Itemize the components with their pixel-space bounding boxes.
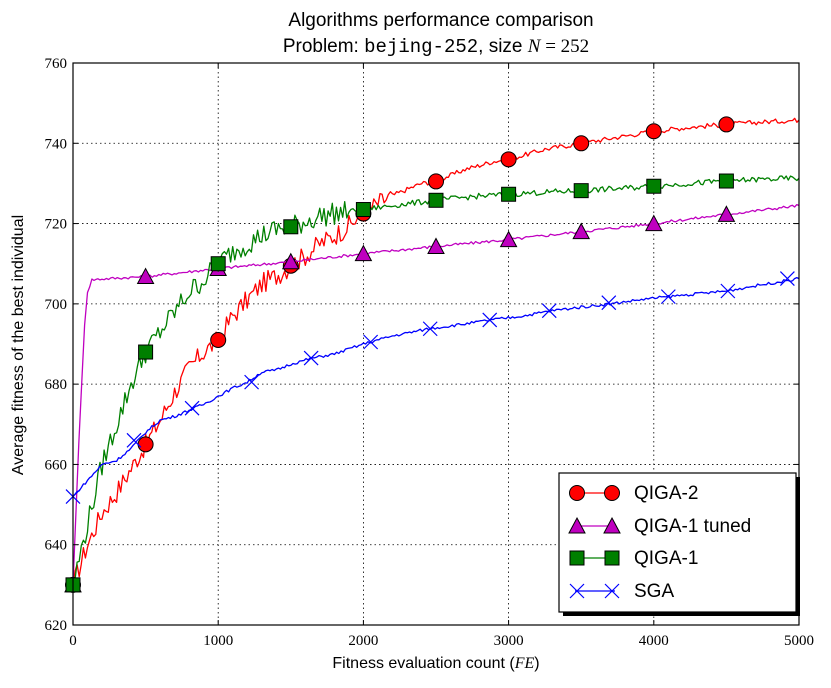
y-tick-label: 680 — [45, 377, 68, 393]
x-tick-label: 2000 — [348, 633, 378, 649]
marker-triangle — [717, 205, 736, 222]
x-axis-label: Fitness evaluation count (FE) — [332, 655, 539, 672]
marker-square — [138, 344, 154, 360]
marker-x — [303, 350, 319, 366]
series-sga — [65, 271, 800, 504]
marker-triangle — [136, 267, 155, 285]
legend: QIGA-2 QIGA-1 tuned QIGA-1 SGA — [558, 472, 800, 616]
marker-square — [355, 202, 371, 218]
chart-title-line1: Algorithms performance comparison — [288, 10, 593, 31]
marker-circle — [428, 173, 444, 190]
marker-circle — [500, 151, 517, 168]
chart-title-line2: Problem: bejing-252, size N = 252 — [283, 36, 589, 58]
marker-x — [363, 334, 379, 350]
marker-x — [422, 321, 438, 337]
marker-x — [601, 295, 617, 311]
marker-triangle — [568, 516, 586, 534]
y-tick-label: 720 — [45, 217, 68, 233]
marker-x — [184, 400, 200, 416]
marker-square — [210, 256, 226, 272]
marker-x — [126, 432, 142, 448]
marker-x — [541, 303, 557, 319]
marker-square — [646, 178, 662, 194]
legend-label-qiga-1-tuned: QIGA-1 tuned — [634, 516, 751, 537]
marker-circle — [569, 485, 585, 501]
marker-square — [428, 192, 444, 208]
marker-triangle — [603, 516, 621, 534]
marker-circle — [604, 485, 620, 501]
y-tick-label: 760 — [45, 56, 68, 72]
y-tick-label: 740 — [45, 136, 68, 152]
x-tick-label: 3000 — [494, 633, 524, 649]
legend-label-qiga-1: QIGA-1 — [634, 548, 698, 569]
series-qiga-1 — [65, 173, 800, 593]
ticks: 0 1000 2000 3000 4000 5000 620 640 660 680 700 720 7… — [45, 56, 815, 649]
legend-label-sga: SGA — [634, 581, 674, 602]
marker-square — [718, 173, 734, 189]
y-tick-label: 700 — [45, 297, 68, 313]
x-tick-label: 0 — [69, 633, 77, 649]
marker-circle — [210, 331, 227, 348]
marker-triangle — [499, 230, 518, 248]
marker-square — [501, 186, 517, 202]
marker-triangle — [354, 244, 373, 262]
marker-x — [604, 583, 620, 599]
marker-square — [569, 550, 585, 566]
y-tick-label: 620 — [45, 618, 68, 634]
series-layer — [64, 116, 800, 593]
marker-square — [604, 550, 620, 566]
marker-x — [779, 271, 795, 286]
plot-frame — [72, 62, 800, 626]
marker-x — [569, 583, 585, 599]
series-qiga-2 — [65, 116, 800, 593]
marker-triangle — [427, 237, 445, 254]
y-tick-label: 640 — [45, 538, 68, 554]
marker-circle — [137, 436, 154, 453]
marker-x — [244, 374, 260, 390]
y-tick-label: 660 — [45, 457, 68, 473]
marker-circle — [573, 135, 590, 152]
marker-triangle — [281, 252, 300, 270]
marker-x — [720, 283, 736, 299]
y-axis-label: Average fitness of the best individual — [10, 215, 27, 475]
legend-box — [558, 472, 797, 613]
marker-triangle — [644, 214, 663, 232]
marker-square — [283, 219, 299, 235]
x-tick-label: 5000 — [784, 633, 814, 649]
x-tick-label: 4000 — [639, 633, 669, 649]
marker-circle — [718, 116, 735, 133]
marker-triangle — [572, 222, 591, 240]
legend-label-qiga-2: QIGA-2 — [634, 483, 698, 504]
marker-square — [573, 183, 589, 199]
marker-x — [482, 312, 498, 328]
x-tick-label: 1000 — [203, 633, 233, 649]
marker-x — [660, 289, 676, 305]
marker-circle — [645, 123, 662, 140]
series-line — [72, 276, 800, 497]
